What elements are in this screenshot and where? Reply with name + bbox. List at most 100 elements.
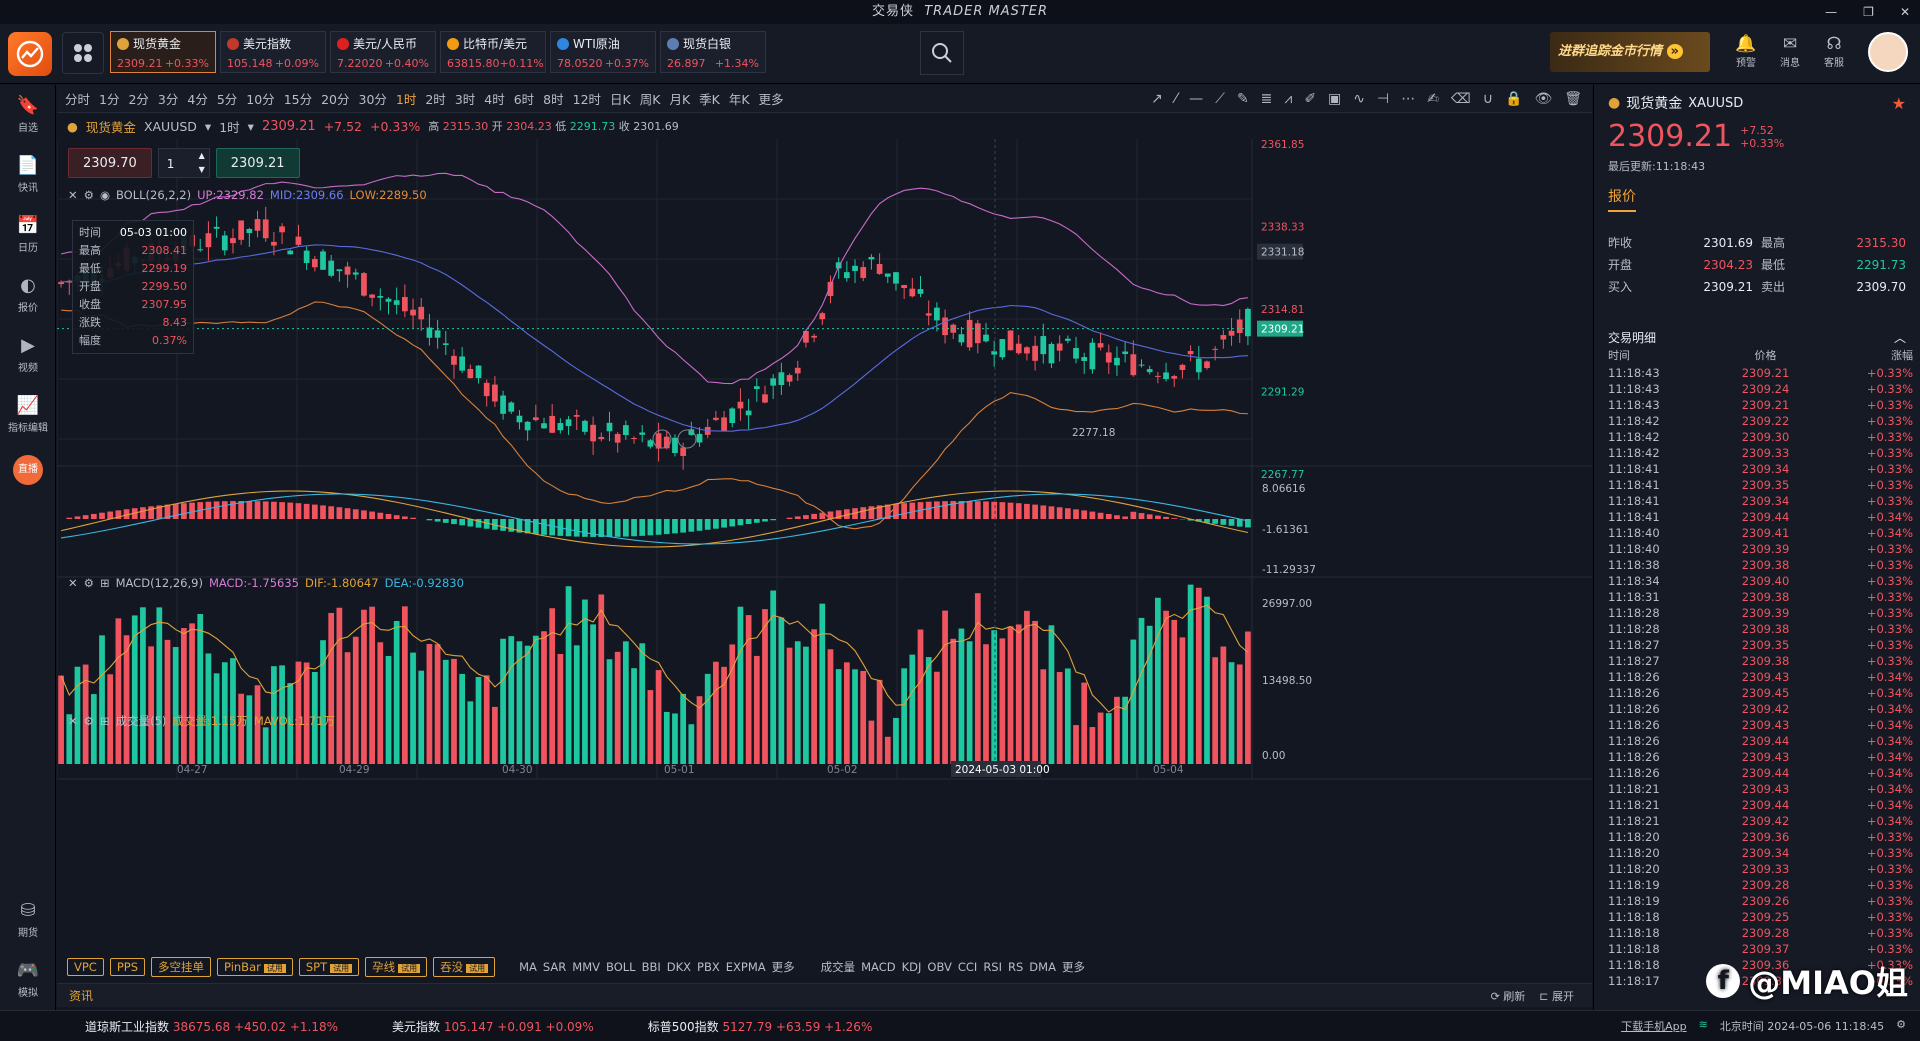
search-button[interactable]: [920, 31, 964, 75]
sub-indicator[interactable]: 成交量: [820, 960, 856, 974]
timeframe-11[interactable]: 2时: [425, 92, 446, 107]
chevron-down-icon[interactable]: ▾: [247, 118, 254, 134]
hline-tool-icon[interactable]: —: [1189, 91, 1204, 107]
timeframe-12[interactable]: 3时: [454, 92, 476, 107]
symbol-name[interactable]: 现货黄金: [85, 119, 136, 135]
close-icon[interactable]: ✕: [68, 188, 78, 202]
main-indicator[interactable]: SAR: [542, 960, 567, 974]
avatar[interactable]: [1868, 32, 1908, 72]
sidebar-item-bookmark[interactable]: 🔖 自选: [0, 85, 56, 145]
index-ticker[interactable]: 美元指数 105.147 +0.091 +0.09%: [392, 1019, 594, 1034]
main-indicator[interactable]: PBX: [697, 960, 720, 974]
main-indicator[interactable]: BOLL: [606, 960, 636, 974]
main-indicator[interactable]: MMV: [572, 960, 601, 974]
alert-button[interactable]: 🔔 预警: [1726, 34, 1766, 69]
refresh-button[interactable]: ⟳ 刷新: [1490, 989, 1526, 1003]
close-icon[interactable]: ✕: [1899, 5, 1910, 19]
eraser-icon[interactable]: ⌫: [1450, 91, 1471, 107]
timeframe-16[interactable]: 12时: [572, 92, 602, 107]
settings-icon[interactable]: ⚙: [1896, 1018, 1906, 1031]
gear-icon[interactable]: ⚙: [83, 576, 94, 590]
timeframe-4[interactable]: 4分: [187, 92, 208, 107]
index-ticker[interactable]: 标普500指数 5127.79 +63.59 +1.26%: [647, 1019, 873, 1034]
sidebar-item-news[interactable]: 📄 快讯: [0, 145, 56, 205]
wave-tool-icon[interactable]: ∿: [1353, 91, 1366, 107]
magnet-icon[interactable]: ∪: [1482, 91, 1493, 107]
signal-tag[interactable]: 吞没 试用: [433, 957, 496, 977]
timeframe-0[interactable]: 分时: [65, 92, 91, 107]
app-logo[interactable]: [8, 32, 52, 76]
signal-tag[interactable]: PinBar 试用: [217, 958, 293, 976]
timeframe-6[interactable]: 10分: [246, 92, 275, 107]
timeframe-5[interactable]: 5分: [216, 92, 238, 107]
sidebar-item-video[interactable]: ▶ 视频: [0, 325, 56, 385]
price-tool-icon[interactable]: ⊣: [1377, 91, 1390, 107]
line-tool-icon[interactable]: ↗: [1151, 91, 1163, 107]
index-ticker[interactable]: 道琼斯工业指数 38675.68 +450.02 +1.18%: [85, 1019, 338, 1034]
apps-grid-button[interactable]: [62, 32, 104, 74]
timeframe-21[interactable]: 年K: [728, 92, 750, 107]
gear-icon[interactable]: ⚙: [83, 188, 94, 202]
main-indicator[interactable]: MA: [519, 960, 537, 974]
sub-indicator[interactable]: OBV: [927, 960, 952, 974]
timeframe-1[interactable]: 1分: [99, 92, 120, 107]
sub-indicator[interactable]: RS: [1008, 960, 1024, 974]
chevron-up-icon[interactable]: ︿: [1893, 331, 1906, 345]
fan-tool-icon[interactable]: ⩘: [1284, 91, 1293, 107]
timeframe-17[interactable]: 日K: [610, 92, 631, 107]
timeframe-20[interactable]: 季K: [699, 92, 720, 107]
maximize-icon[interactable]: ❐: [1863, 5, 1874, 19]
main-indicator[interactable]: 更多: [771, 960, 795, 974]
eye-icon[interactable]: ◉: [99, 188, 110, 202]
sidebar-item-quote[interactable]: ◐ 报价: [0, 265, 56, 325]
sub-indicator[interactable]: CCI: [957, 960, 978, 974]
symbol-code[interactable]: XAUUSD: [143, 118, 197, 134]
quantity-stepper[interactable]: 1 ▲ ▼: [157, 148, 210, 178]
signal-tag[interactable]: PPS: [109, 958, 146, 976]
main-indicator[interactable]: BBI: [641, 960, 661, 974]
pen-tool-icon[interactable]: ✎: [1236, 91, 1249, 107]
ticker-card[interactable]: 美元/人民币 7.22020 +0.40%: [330, 31, 436, 73]
image-tool-icon[interactable]: ▣: [1328, 91, 1342, 107]
sub-indicator[interactable]: 更多: [1061, 960, 1085, 974]
brush-tool-icon[interactable]: ✐: [1304, 91, 1317, 107]
ticker-card[interactable]: WTI原油 78.0520 +0.37%: [550, 31, 656, 73]
minimize-icon[interactable]: —: [1825, 5, 1838, 19]
sidebar-item-indicator[interactable]: 📈 指标编辑: [0, 385, 56, 445]
main-indicator[interactable]: EXPMA: [725, 960, 766, 974]
sub-indicator[interactable]: DMA: [1029, 960, 1056, 974]
sell-price-button[interactable]: 2309.70: [68, 148, 152, 178]
timeframe-13[interactable]: 4时: [484, 92, 505, 107]
more-tools-icon[interactable]: ⋯: [1401, 91, 1416, 107]
download-app-link[interactable]: 下载手机App: [1621, 1020, 1687, 1033]
signal-tag[interactable]: VPC: [67, 958, 104, 976]
gear-icon[interactable]: ⚙: [83, 714, 94, 728]
timeframe-7[interactable]: 15分: [283, 92, 313, 107]
timeframe-19[interactable]: 月K: [669, 92, 691, 107]
ticker-card[interactable]: 现货黄金 2309.21 +0.33%: [110, 31, 216, 73]
add-icon[interactable]: ⊞: [99, 714, 110, 728]
buy-price-button[interactable]: 2309.21: [215, 148, 300, 178]
sidebar-item-calendar[interactable]: 📅 日历: [0, 205, 56, 265]
segment-tool-icon[interactable]: ⟋: [1215, 91, 1225, 107]
sub-indicator[interactable]: MACD: [861, 960, 896, 974]
timeframe-18[interactable]: 周K: [639, 92, 661, 107]
chart-area[interactable]: 2361.85 2338.33 2331.18 2314.81 2309.21 2291.…: [56, 139, 1592, 945]
timeframe-3[interactable]: 3分: [157, 92, 179, 107]
close-icon[interactable]: ✕: [68, 576, 78, 590]
timeframe-22[interactable]: 更多: [758, 92, 784, 107]
close-icon[interactable]: ✕: [68, 714, 78, 728]
timeframe-2[interactable]: 2分: [128, 92, 149, 107]
signal-tag[interactable]: 孕线 试用: [365, 957, 428, 977]
lock-icon[interactable]: 🔒: [1505, 91, 1523, 107]
main-indicator[interactable]: DKX: [666, 960, 692, 974]
tab-quote[interactable]: 报价: [1608, 186, 1636, 212]
trash-icon[interactable]: 🗑: [1564, 91, 1582, 107]
timeframe-10[interactable]: 1时: [395, 92, 417, 107]
live-button[interactable]: 直播: [0, 445, 56, 505]
sidebar-item-futures[interactable]: ⛁ 期货: [0, 890, 56, 950]
edit-icon[interactable]: ✍: [1427, 91, 1439, 107]
message-button[interactable]: ✉ 消息: [1770, 34, 1810, 69]
signal-tag[interactable]: SPT 试用: [298, 958, 360, 976]
signal-tag[interactable]: 多空挂单: [151, 957, 212, 977]
